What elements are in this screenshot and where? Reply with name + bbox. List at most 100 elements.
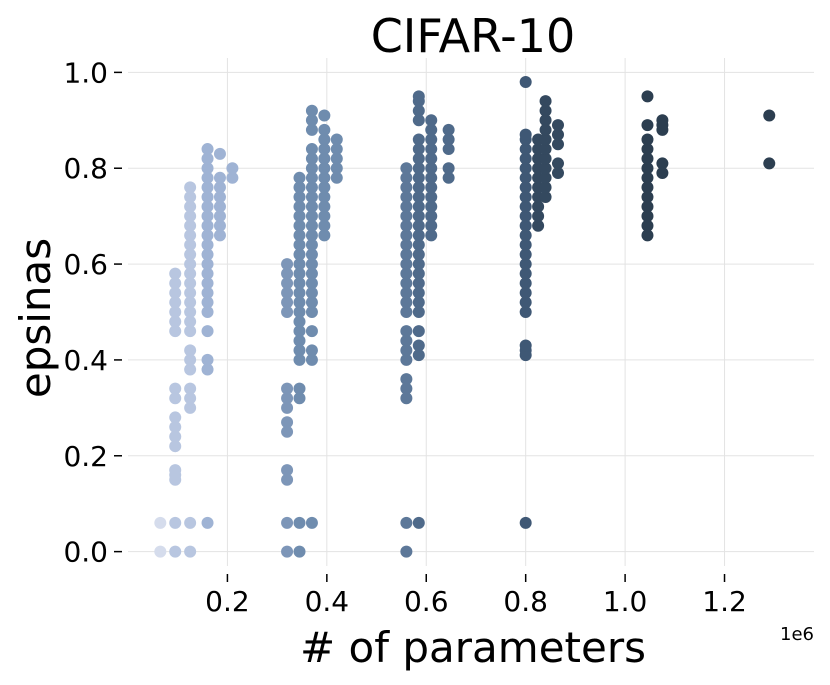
data-point (184, 258, 197, 271)
data-point (519, 238, 532, 251)
data-point (330, 133, 343, 146)
y-tick-label: 0.4 (63, 344, 108, 377)
data-point (412, 339, 425, 352)
data-point (169, 315, 182, 328)
data-point (641, 200, 654, 213)
data-point (539, 190, 552, 203)
data-point (519, 200, 532, 213)
data-point (201, 143, 214, 156)
data-point (169, 421, 182, 434)
data-point (184, 344, 197, 357)
data-point (305, 277, 318, 290)
data-point (412, 258, 425, 271)
data-point (281, 306, 294, 318)
data-point (318, 133, 331, 146)
data-point (641, 152, 654, 165)
data-point (532, 219, 545, 232)
data-point (412, 181, 425, 194)
data-point (412, 229, 425, 242)
data-point (641, 119, 654, 132)
x-axis-offset-label: 1e6 (780, 624, 814, 645)
data-point (281, 382, 294, 395)
data-point (293, 286, 306, 299)
data-point (425, 190, 438, 203)
data-point (184, 296, 197, 309)
data-point (281, 267, 294, 280)
data-point (169, 286, 182, 299)
data-point (293, 181, 306, 194)
data-point (412, 104, 425, 117)
data-point (201, 353, 214, 366)
data-point (305, 516, 318, 529)
data-point (400, 277, 413, 290)
data-point (169, 267, 182, 280)
data-point (184, 248, 197, 261)
data-point (539, 171, 552, 184)
data-point (184, 219, 197, 232)
data-point (184, 325, 197, 338)
data-point (293, 200, 306, 213)
data-point (551, 167, 564, 180)
data-point (305, 190, 318, 203)
data-point (281, 473, 294, 486)
data-point (519, 143, 532, 156)
x-tick-label: 1.2 (702, 585, 747, 618)
data-point (641, 219, 654, 232)
x-tick-label: 0.6 (404, 585, 449, 618)
data-point (400, 248, 413, 261)
data-point (293, 315, 306, 328)
data-point (305, 210, 318, 223)
data-point (400, 171, 413, 184)
data-point (213, 210, 226, 223)
data-point (400, 373, 413, 386)
data-point (305, 325, 318, 338)
data-point (425, 181, 438, 194)
data-point (400, 325, 413, 338)
data-point (201, 248, 214, 261)
data-point (425, 219, 438, 232)
data-point (318, 143, 331, 156)
data-point (425, 200, 438, 213)
x-tick-label: 0.2 (205, 585, 250, 618)
data-point (201, 296, 214, 309)
data-point (330, 171, 343, 184)
data-point (154, 545, 167, 558)
data-point (400, 238, 413, 251)
data-point (412, 200, 425, 213)
data-point (293, 238, 306, 251)
data-point (201, 258, 214, 271)
data-point (551, 119, 564, 132)
data-point (201, 267, 214, 280)
data-point (201, 229, 214, 242)
data-point (330, 143, 343, 156)
data-point (293, 248, 306, 261)
data-point (184, 363, 197, 376)
data-point (400, 286, 413, 299)
data-point (412, 516, 425, 529)
data-point (184, 545, 197, 558)
data-point (400, 210, 413, 223)
data-point (412, 152, 425, 165)
data-point (169, 277, 182, 290)
data-point (412, 114, 425, 127)
data-point (442, 171, 455, 184)
data-point (539, 181, 552, 194)
data-point (539, 143, 552, 156)
data-point (412, 210, 425, 223)
data-point (293, 258, 306, 271)
data-point (305, 344, 318, 357)
data-point (184, 210, 197, 223)
data-point (551, 138, 564, 151)
data-point (281, 464, 294, 477)
data-point (201, 286, 214, 299)
data-point (763, 109, 776, 122)
data-point (293, 545, 306, 558)
data-point (400, 516, 413, 529)
data-point (412, 349, 425, 362)
data-point (318, 229, 331, 242)
data-point (400, 181, 413, 194)
data-point (400, 267, 413, 280)
data-point (400, 190, 413, 203)
data-point (412, 162, 425, 175)
data-point (412, 277, 425, 290)
